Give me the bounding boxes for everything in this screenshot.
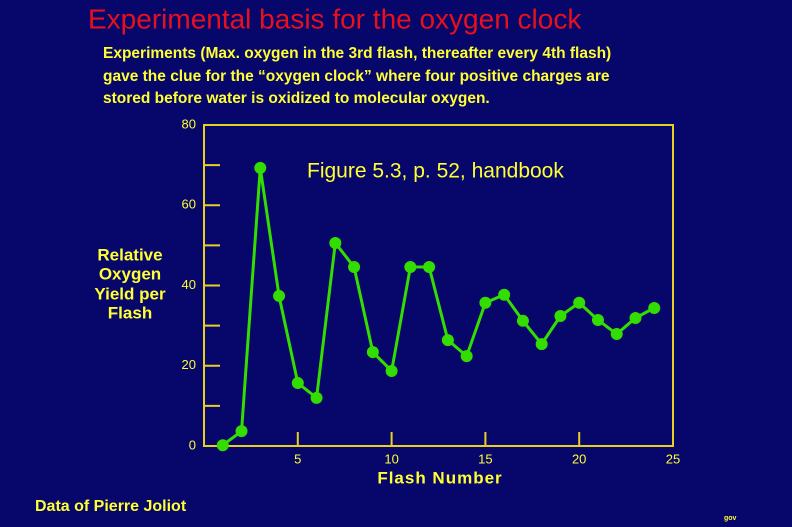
data-point bbox=[404, 261, 417, 274]
data-point bbox=[273, 289, 286, 302]
chart-title: Experimental basis for the oxygen clock bbox=[88, 3, 582, 34]
data-point bbox=[573, 296, 586, 309]
x-tick-label: 15 bbox=[478, 451, 492, 466]
data-point bbox=[366, 346, 379, 359]
y-tick-label: 0 bbox=[189, 437, 196, 452]
data-point bbox=[554, 309, 567, 322]
subtitle-line: stored before water is oxidized to molec… bbox=[103, 90, 490, 107]
y-axis-label: Yield per bbox=[94, 284, 166, 303]
data-point bbox=[516, 314, 529, 327]
data-point bbox=[254, 161, 267, 174]
data-point bbox=[423, 261, 436, 274]
x-axis-label: Flash Number bbox=[377, 468, 502, 487]
y-tick-label: 40 bbox=[182, 277, 196, 292]
data-point bbox=[329, 236, 342, 249]
y-axis-label: Relative bbox=[97, 245, 162, 264]
x-tick-label: 20 bbox=[572, 451, 586, 466]
data-point bbox=[216, 439, 229, 452]
x-tick-label: 5 bbox=[294, 451, 301, 466]
data-point bbox=[535, 338, 548, 351]
y-axis-label: Flash bbox=[108, 303, 152, 322]
annotation: Figure 5.3, p. 52, handbook bbox=[307, 160, 564, 183]
data-point bbox=[610, 328, 623, 341]
data-point bbox=[235, 425, 248, 438]
footer: Data of Pierre Joliot bbox=[35, 498, 187, 515]
data-line bbox=[221, 167, 655, 447]
data-point bbox=[479, 296, 492, 309]
subtitle-line: Experiments (Max. oxygen in the 3rd flas… bbox=[103, 45, 611, 62]
y-tick-label: 20 bbox=[182, 357, 196, 372]
y-tick-label: 80 bbox=[182, 116, 196, 131]
data-point bbox=[291, 377, 304, 390]
data-point bbox=[498, 288, 511, 301]
data-point bbox=[591, 314, 604, 327]
data-point bbox=[348, 261, 361, 274]
x-tick-label: 10 bbox=[384, 451, 398, 466]
data-point bbox=[629, 312, 642, 325]
data-point bbox=[648, 301, 661, 314]
y-tick-label: 60 bbox=[182, 197, 196, 212]
data-point bbox=[385, 364, 398, 377]
data-point bbox=[310, 391, 323, 404]
subtitle-line: gave the clue for the “oxygen clock” whe… bbox=[103, 68, 610, 85]
data-point bbox=[441, 334, 454, 347]
y-axis-label: Oxygen bbox=[99, 264, 161, 283]
data-point bbox=[460, 350, 473, 363]
credit: gov bbox=[724, 515, 737, 522]
x-tick-label: 25 bbox=[666, 451, 680, 466]
